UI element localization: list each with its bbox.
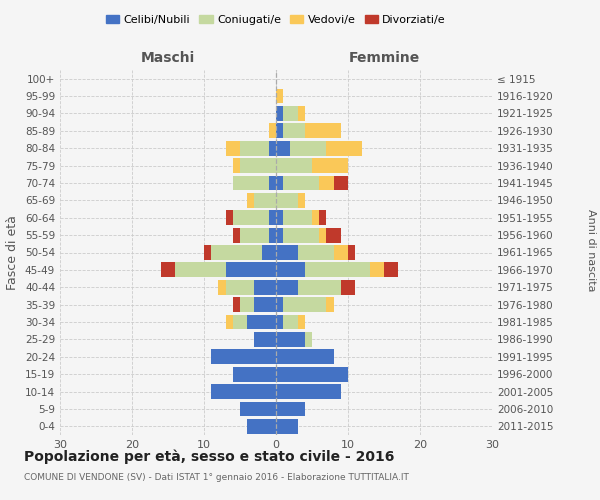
Text: Femmine: Femmine <box>349 51 419 65</box>
Bar <box>247 419 276 434</box>
Bar <box>240 141 269 156</box>
Bar <box>319 228 326 242</box>
Bar <box>276 350 334 364</box>
Text: Maschi: Maschi <box>141 51 195 65</box>
Bar <box>211 384 276 399</box>
Text: COMUNE DI VENDONE (SV) - Dati ISTAT 1° gennaio 2016 - Elaborazione TUTTITALIA.IT: COMUNE DI VENDONE (SV) - Dati ISTAT 1° g… <box>24 472 409 482</box>
Bar <box>218 280 226 294</box>
Bar <box>276 106 283 121</box>
Bar <box>283 124 305 138</box>
Bar <box>226 262 276 278</box>
Bar <box>254 298 276 312</box>
Bar <box>254 332 276 347</box>
Bar <box>348 245 355 260</box>
Bar <box>254 193 276 208</box>
Bar <box>276 124 283 138</box>
Bar <box>305 262 370 278</box>
Bar <box>326 228 341 242</box>
Bar <box>276 262 305 278</box>
Bar <box>276 280 298 294</box>
Bar <box>334 176 348 190</box>
Bar <box>276 158 312 173</box>
Bar <box>233 367 276 382</box>
Bar <box>276 314 283 330</box>
Bar <box>319 210 326 225</box>
Bar <box>283 298 326 312</box>
Legend: Celibi/Nubili, Coniugati/e, Vedovi/e, Divorziati/e: Celibi/Nubili, Coniugati/e, Vedovi/e, Di… <box>101 10 451 29</box>
Bar <box>226 141 240 156</box>
Bar <box>204 245 211 260</box>
Bar <box>226 280 254 294</box>
Bar <box>276 193 298 208</box>
Bar <box>226 314 233 330</box>
Bar <box>276 210 283 225</box>
Bar <box>240 402 276 416</box>
Bar <box>276 402 305 416</box>
Bar <box>334 245 348 260</box>
Bar <box>298 193 305 208</box>
Bar <box>161 262 175 278</box>
Bar <box>319 176 334 190</box>
Bar <box>276 245 298 260</box>
Bar <box>233 314 247 330</box>
Bar <box>326 298 334 312</box>
Bar <box>269 210 276 225</box>
Bar <box>290 141 326 156</box>
Bar <box>269 228 276 242</box>
Bar <box>262 245 276 260</box>
Bar <box>211 350 276 364</box>
Bar <box>240 158 276 173</box>
Bar <box>226 210 233 225</box>
Bar <box>276 228 283 242</box>
Bar <box>240 298 254 312</box>
Bar <box>269 176 276 190</box>
Bar <box>283 228 319 242</box>
Bar <box>175 262 226 278</box>
Bar <box>211 245 262 260</box>
Bar <box>276 332 305 347</box>
Bar <box>305 124 341 138</box>
Bar <box>276 419 298 434</box>
Bar <box>298 280 341 294</box>
Bar <box>269 141 276 156</box>
Bar <box>269 124 276 138</box>
Bar <box>276 367 348 382</box>
Bar <box>341 280 355 294</box>
Bar <box>283 176 319 190</box>
Bar <box>283 314 298 330</box>
Bar <box>233 158 240 173</box>
Bar <box>254 280 276 294</box>
Text: Anni di nascita: Anni di nascita <box>586 209 596 291</box>
Bar <box>233 210 269 225</box>
Bar <box>240 228 269 242</box>
Bar <box>312 158 348 173</box>
Bar <box>370 262 384 278</box>
Bar <box>326 141 362 156</box>
Bar <box>283 106 298 121</box>
Bar <box>276 176 283 190</box>
Bar <box>312 210 319 225</box>
Bar <box>247 314 276 330</box>
Bar <box>247 193 254 208</box>
Bar <box>298 106 305 121</box>
Bar <box>283 210 312 225</box>
Text: Popolazione per età, sesso e stato civile - 2016: Popolazione per età, sesso e stato civil… <box>24 450 394 464</box>
Bar <box>305 332 312 347</box>
Bar <box>233 298 240 312</box>
Bar <box>384 262 398 278</box>
Bar <box>276 88 283 104</box>
Bar <box>298 245 334 260</box>
Bar <box>298 314 305 330</box>
Bar <box>276 384 341 399</box>
Bar <box>233 176 269 190</box>
Bar <box>233 228 240 242</box>
Bar <box>276 141 290 156</box>
Bar <box>276 298 283 312</box>
Y-axis label: Fasce di età: Fasce di età <box>7 215 19 290</box>
